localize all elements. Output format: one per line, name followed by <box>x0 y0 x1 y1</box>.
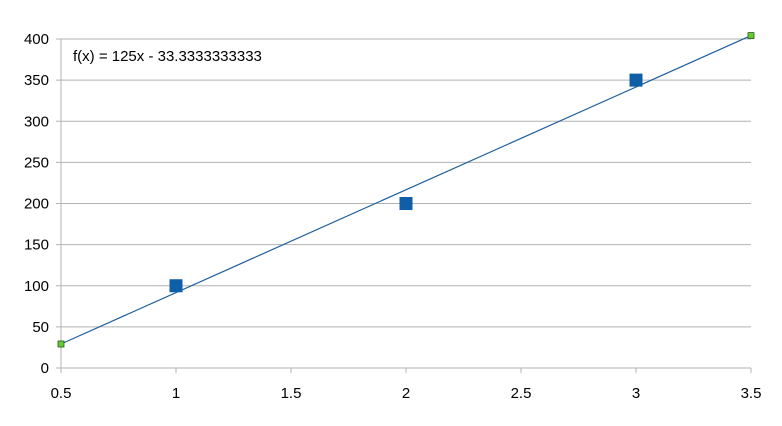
axes <box>56 38 752 373</box>
data-points <box>169 73 643 293</box>
x-tick-label: 2.5 <box>511 385 532 402</box>
y-tick-label: 50 <box>32 319 49 336</box>
data-point <box>169 279 183 293</box>
x-tick-label: 1 <box>172 385 180 402</box>
data-point <box>399 197 413 210</box>
y-tick-label: 100 <box>24 278 49 295</box>
y-tick-label: 250 <box>24 154 49 171</box>
x-tick-label: 1.5 <box>281 385 302 402</box>
trendline-group <box>57 32 755 348</box>
y-tick-label: 300 <box>24 113 49 130</box>
y-tick-label: 0 <box>41 360 49 377</box>
y-tick-label: 150 <box>24 237 49 254</box>
y-tick-label: 350 <box>24 72 49 89</box>
x-tick-label: 3.5 <box>741 385 762 402</box>
tick-labels: 0 50 100 150 200 250 300 350 400 0.5 1 1.5 2 2.5 3 3.5 <box>24 31 761 402</box>
trendline-endpoint-marker <box>57 340 65 348</box>
trendline-endpoint-marker <box>747 32 755 39</box>
trendline-equation: f(x) = 125x - 33.3333333333 <box>73 48 262 65</box>
x-tick-label: 0.5 <box>51 385 72 402</box>
x-tick-label: 2 <box>402 385 410 402</box>
x-tick-label: 3 <box>632 385 640 402</box>
y-tick-label: 200 <box>24 196 49 213</box>
data-point <box>629 73 643 87</box>
y-tick-label: 400 <box>24 31 49 48</box>
trendline <box>60 35 752 345</box>
